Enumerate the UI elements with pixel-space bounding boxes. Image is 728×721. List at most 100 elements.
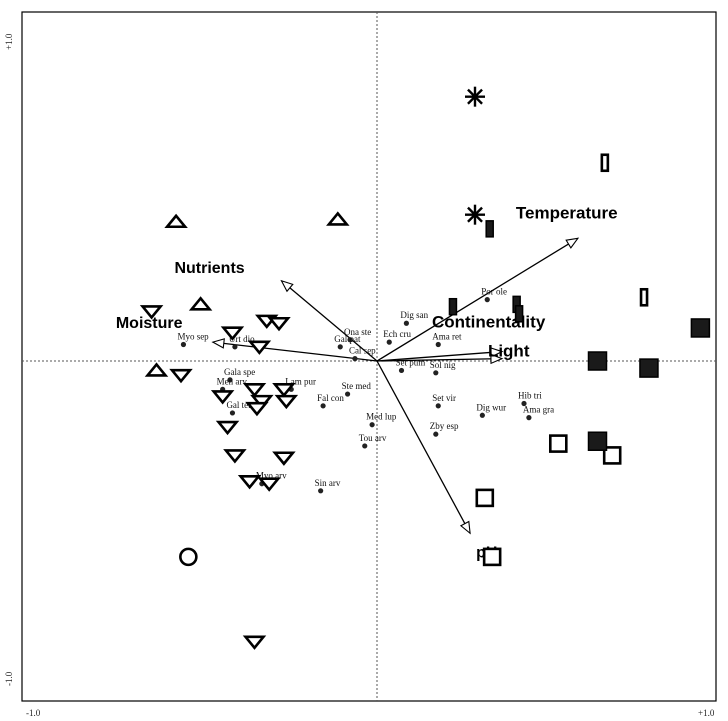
site-triangle-down — [210, 390, 235, 405]
site-square-filled — [690, 318, 711, 338]
species-label: Ste med — [342, 381, 372, 391]
species-point — [398, 367, 405, 374]
species-label: Por ole — [481, 287, 507, 297]
species-label: Gal pat — [334, 334, 361, 344]
site-triangle-down — [247, 340, 272, 355]
species-label: Tou arv — [359, 433, 387, 443]
site-triangle-up — [188, 296, 213, 311]
vector-arrowhead-moisture — [211, 338, 225, 349]
vector-label-moisture: Moisture — [116, 315, 183, 332]
site-triangle-down — [220, 326, 245, 341]
species-point — [320, 403, 326, 409]
species-label: Men arv — [217, 376, 248, 386]
vector-nutrients — [281, 280, 378, 362]
vector-ph — [376, 360, 471, 534]
vector-arrowhead-light — [490, 353, 504, 365]
species-label: Ona ste — [344, 327, 371, 337]
site-triangle-down — [272, 383, 296, 398]
species-label: Lam pur — [285, 376, 316, 386]
site-narrow-rect — [639, 287, 649, 307]
tick-label-x-min: -1.0 — [26, 708, 41, 718]
species-point — [227, 377, 233, 383]
site-circle — [179, 547, 198, 567]
species-label: Dig san — [400, 310, 428, 320]
site-triangle-down — [245, 401, 269, 417]
site-triangle-down — [267, 316, 291, 332]
site-asterisk-stroke — [467, 88, 483, 105]
vector-label-nutrients: Nutrients — [174, 260, 244, 277]
vector-arrowhead-continentality — [490, 347, 504, 358]
species-point — [347, 337, 353, 343]
species-label: Urt dio — [229, 334, 255, 344]
site-triangle-up — [326, 211, 350, 226]
species-label: Dig wur — [476, 402, 506, 412]
site-asterisk — [465, 86, 485, 107]
species-label: Gal tet — [226, 400, 251, 410]
species-point — [403, 320, 409, 326]
vector-arrowhead-nutrients — [280, 279, 294, 293]
species-point — [484, 297, 490, 303]
species-point — [479, 412, 485, 418]
vector-moisture — [212, 341, 378, 362]
site-triangle-up — [164, 213, 188, 229]
species-label: Gala spe — [224, 367, 255, 377]
site-triangle-down — [274, 394, 299, 410]
species-label: Myo arv — [256, 471, 287, 481]
vector-label-temperature: Temperature — [516, 203, 618, 222]
species-point — [337, 344, 343, 350]
site-triangle-down — [242, 635, 267, 650]
species-point — [229, 410, 236, 416]
site-square-filled — [587, 431, 608, 451]
site-triangle-down — [215, 420, 240, 436]
site-square-open — [475, 488, 495, 508]
species-label: Ama ret — [432, 331, 462, 341]
species-label: Cal sep — [349, 346, 376, 356]
site-asterisk — [465, 204, 485, 225]
species-point — [386, 339, 392, 345]
site-square-open — [548, 434, 568, 453]
site-triangle-up — [144, 362, 169, 377]
species-label: Ech cru — [383, 329, 411, 339]
species-label: Set pum — [396, 357, 426, 367]
species-point — [180, 341, 187, 348]
species-label: Sin arv — [315, 478, 341, 488]
species-point — [352, 356, 358, 362]
vector-temperature — [376, 237, 579, 362]
site-square-filled — [587, 351, 608, 371]
site-triangle-down — [169, 368, 193, 384]
species-label: Hib tri — [518, 390, 542, 400]
species-label: Sol nig — [430, 360, 456, 370]
site-triangle-down — [250, 394, 274, 410]
species-point — [433, 370, 439, 376]
species-label: Set vir — [432, 393, 456, 403]
species-point — [362, 443, 368, 449]
species-point — [345, 391, 351, 397]
tick-label-x-max: +1.0 — [698, 708, 715, 718]
vector-label-light: Light — [488, 342, 530, 361]
site-square-open — [482, 547, 502, 567]
site-triangle-down — [223, 449, 247, 464]
vector-arrowhead-ph — [459, 520, 471, 535]
vector-arrowhead-temperature — [565, 237, 580, 249]
site-triangle-down — [272, 451, 296, 466]
plot-frame — [21, 11, 717, 702]
tick-label-y-min: -1.0 — [4, 671, 14, 686]
site-square-open — [602, 446, 622, 465]
species-label: Ama gra — [523, 405, 554, 415]
species-label: Zby esp — [430, 421, 459, 431]
site-triangle-down — [257, 477, 281, 492]
species-point — [318, 488, 324, 494]
tick-label-y-max: +1.0 — [4, 33, 14, 50]
vector-continentality — [376, 350, 502, 362]
site-triangle-down — [242, 383, 267, 398]
site-square-filled — [639, 358, 659, 378]
species-point — [433, 431, 439, 437]
site-narrow-rect-filled — [448, 297, 458, 316]
species-point — [369, 422, 375, 428]
species-point — [435, 341, 441, 348]
vector-light — [376, 357, 502, 362]
site-narrow-rect-filled — [485, 220, 494, 238]
species-label: Med lup — [366, 412, 397, 422]
